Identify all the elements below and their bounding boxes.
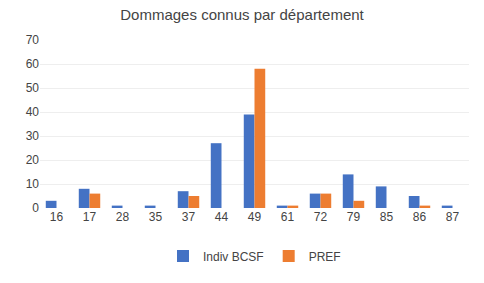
svg-text:20: 20 [26,153,40,167]
svg-text:0: 0 [32,201,39,215]
svg-text:30: 30 [26,129,40,143]
svg-text:60: 60 [26,57,40,71]
svg-text:40: 40 [26,105,40,119]
svg-text:49: 49 [248,210,262,224]
svg-text:70: 70 [26,33,40,47]
svg-text:10: 10 [26,177,40,191]
svg-text:87: 87 [446,210,460,224]
svg-text:44: 44 [215,210,229,224]
svg-text:85: 85 [380,210,394,224]
svg-text:Indiv BCSF: Indiv BCSF [203,250,264,264]
svg-text:61: 61 [281,210,295,224]
svg-text:Dommages connus par départemen: Dommages connus par département [120,6,364,23]
svg-text:72: 72 [314,210,328,224]
svg-text:PREF: PREF [309,250,341,264]
svg-text:86: 86 [413,210,427,224]
svg-text:16: 16 [50,210,64,224]
svg-text:50: 50 [26,81,40,95]
svg-text:28: 28 [116,210,130,224]
svg-text:37: 37 [182,210,196,224]
svg-text:17: 17 [83,210,97,224]
svg-text:79: 79 [347,210,361,224]
svg-text:35: 35 [149,210,163,224]
